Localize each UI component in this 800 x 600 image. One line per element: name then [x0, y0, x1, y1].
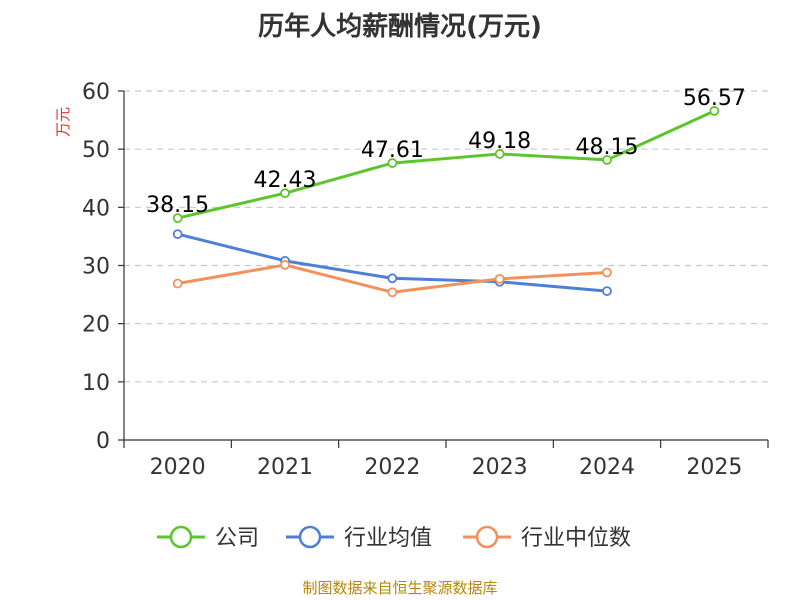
data-point	[172, 229, 183, 239]
legend-item-2[interactable]: 行业中位数	[463, 525, 631, 551]
x-tick-label: 2024	[579, 455, 635, 480]
data-point	[387, 273, 398, 284]
legend-marker	[298, 525, 322, 549]
data-point	[602, 155, 612, 165]
y-tick-label: 40	[82, 196, 110, 221]
data-point	[494, 149, 505, 159]
series-line-0	[177, 109, 715, 220]
y-tick-label: 0	[96, 429, 110, 454]
data-point	[602, 286, 612, 296]
data-label: 38.15	[146, 193, 209, 218]
data-point	[602, 267, 612, 278]
y-tick-label: 50	[82, 138, 110, 163]
y-tick-label: 10	[82, 371, 110, 396]
source-note: 制图数据来自恒生聚源数据库	[302, 579, 498, 597]
y-tick-label: 60	[82, 80, 110, 105]
data-point	[387, 158, 398, 168]
data-label: 42.43	[254, 168, 317, 193]
legend-item-1[interactable]: 行业均值	[286, 525, 432, 551]
x-tick-label: 2023	[472, 455, 528, 480]
data-label: 47.61	[361, 138, 424, 163]
data-point	[172, 278, 183, 289]
data-point	[172, 213, 183, 223]
legend-item-0[interactable]: 公司	[157, 525, 259, 551]
x-tick-label: 2025	[686, 455, 742, 480]
data-point	[387, 287, 398, 298]
y-tick-label: 30	[82, 255, 110, 280]
legend-label: 行业中位数	[521, 526, 631, 551]
axes: 0 10 20 30 40 50 60 2020 2021 2022 2023 2024 2025	[82, 80, 769, 480]
legend-marker	[475, 525, 499, 549]
y-axis-label: 万元	[54, 107, 72, 137]
series-lines	[172, 106, 720, 298]
data-point	[280, 188, 290, 199]
data-label: 49.18	[468, 129, 531, 154]
data-point	[709, 106, 720, 116]
legend: 公司 行业均值 行业中位数	[157, 525, 631, 551]
y-tick-label: 20	[82, 313, 110, 338]
data-label: 48.15	[576, 135, 639, 160]
x-tick-label: 2020	[150, 455, 206, 480]
chart-title: 历年人均薪酬情况(万元)	[258, 12, 542, 42]
legend-label: 行业均值	[344, 526, 432, 551]
legend-label: 公司	[215, 526, 259, 551]
x-tick-label: 2021	[257, 455, 313, 480]
grid-lines	[124, 90, 768, 383]
x-tick-label: 2022	[364, 455, 420, 480]
data-labels: 38.15 42.43 47.61 49.18 48.15 56.57	[146, 86, 746, 218]
data-label: 56.57	[683, 86, 746, 111]
legend-marker	[169, 525, 193, 549]
data-point	[494, 273, 505, 284]
data-point	[280, 260, 290, 270]
